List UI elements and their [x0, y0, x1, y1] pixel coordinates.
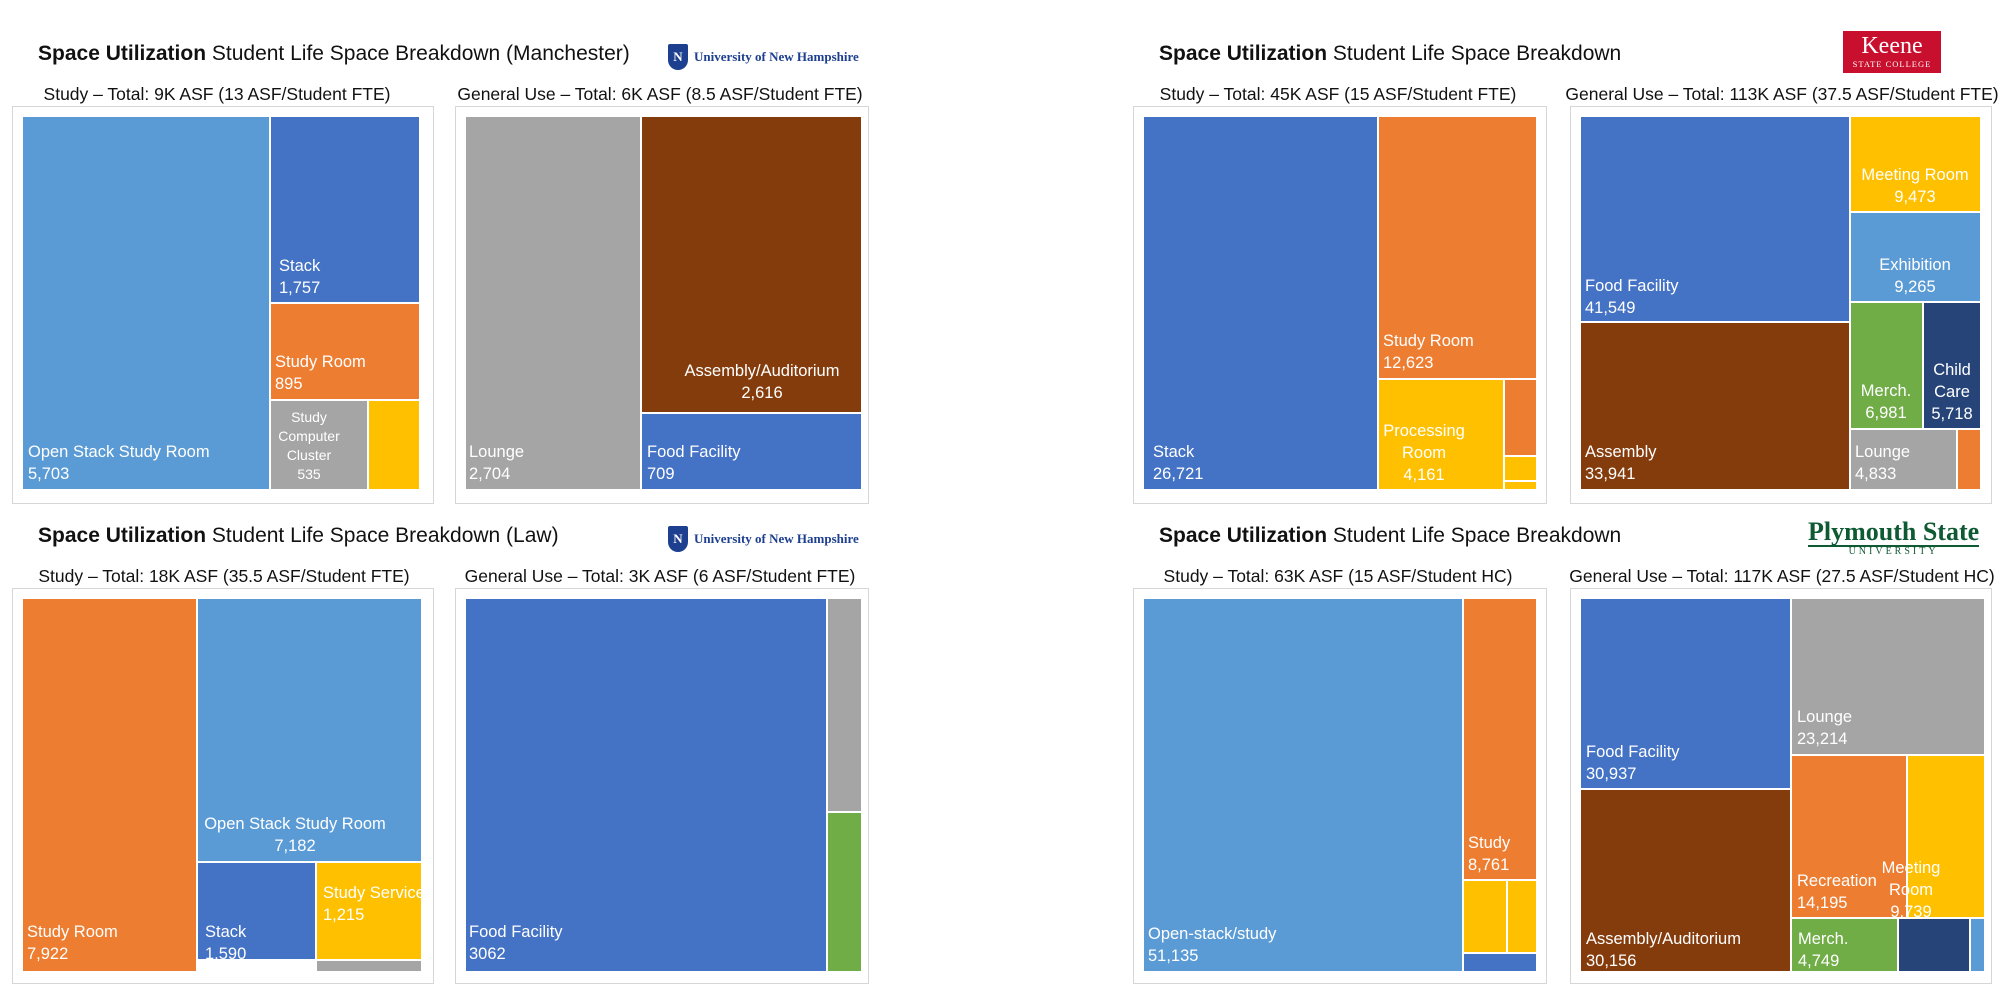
keene-logo: Keene STATE COLLEGE: [1843, 31, 1941, 73]
treemap-cell: [1463, 598, 1537, 880]
treemap-cell: [1378, 379, 1504, 490]
panel-title-rest: Student Life Space Breakdown (Law): [206, 524, 559, 547]
chart-subtitle: General Use – Total: 113K ASF (37.5 ASF/…: [1565, 84, 1999, 104]
treemap-cell: [1791, 755, 1907, 918]
treemap-cell: [1970, 918, 1985, 972]
unh-logo: N University of New Hampshire: [668, 44, 859, 70]
chart-subtitle: General Use – Total: 3K ASF (6 ASF/Stude…: [464, 566, 856, 586]
panel-title-rest: Student Life Space Breakdown: [1327, 524, 1622, 547]
treemap-cell: [1898, 918, 1970, 972]
unh-logo-text: University of New Hampshire: [694, 531, 859, 546]
panel-title-rest: Student Life Space Breakdown (Manchester…: [206, 42, 630, 65]
treemap-cell: [1850, 212, 1981, 302]
unh-shield-icon: N: [668, 44, 688, 70]
chart-subtitle: Study – Total: 18K ASF (35.5 ASF/Student…: [38, 566, 410, 586]
treemap-cell: [197, 598, 422, 862]
treemap-cell: [368, 400, 420, 490]
treemap-cell: [641, 413, 862, 490]
treemap-cell: [1504, 456, 1537, 481]
treemap-cell: [1791, 598, 1985, 755]
treemap-cell: [1580, 322, 1850, 490]
unh-logo-text: University of New Hampshire: [694, 49, 859, 64]
keene-logo-line1: Keene: [1861, 33, 1923, 59]
panel-title-rest: Student Life Space Breakdown: [1327, 42, 1622, 65]
panel-title-law: Space Utilization Student Life Space Bre…: [38, 524, 559, 548]
plymouth-logo-line1: Plymouth State: [1808, 517, 1980, 546]
plymouth-logo-line2: UNIVERSITY: [1808, 545, 1980, 557]
treemap-cell: [197, 862, 316, 960]
panel-title-bold: Space Utilization: [1159, 42, 1328, 65]
treemap-cell: [1850, 116, 1981, 212]
treemap-cell: [1957, 429, 1981, 490]
keene-logo-line2: STATE COLLEGE: [1852, 59, 1932, 69]
treemap-cell: [465, 116, 641, 490]
treemap-cell: [1143, 116, 1378, 490]
treemap-cell: [827, 598, 862, 812]
treemap-cell: [641, 116, 862, 413]
treemap-cell: [1580, 789, 1791, 972]
treemap-cell: [1580, 116, 1850, 322]
treemap-cell: [1907, 755, 1985, 918]
treemap-cell: [270, 116, 420, 303]
chart-subtitle: Study – Total: 63K ASF (15 ASF/Student H…: [1163, 566, 1513, 586]
chart-subtitle: General Use – Total: 6K ASF (8.5 ASF/Stu…: [457, 84, 863, 104]
treemap-cell: [1791, 918, 1898, 972]
panel-title-plymouth: Space Utilization Student Life Space Bre…: [1159, 524, 1621, 548]
chart-subtitle: General Use – Total: 117K ASF (27.5 ASF/…: [1569, 566, 1995, 586]
treemap-cell: [827, 812, 862, 972]
treemap-cell: [1850, 429, 1957, 490]
panel-title-bold: Space Utilization: [1159, 524, 1328, 547]
unh-logo: N University of New Hampshire: [668, 526, 859, 552]
treemap-cell: [316, 862, 422, 960]
chart-subtitle: Study – Total: 9K ASF (13 ASF/Student FT…: [43, 84, 391, 104]
treemap-cell: [1143, 598, 1463, 972]
treemap-cell: [1504, 379, 1537, 456]
treemap-cell: [316, 960, 422, 972]
treemap-cell: [1378, 116, 1537, 379]
treemap-cell: [465, 598, 827, 972]
panel-title-bold: Space Utilization: [38, 524, 207, 547]
treemap-cell: [1850, 302, 1923, 429]
treemap-cell: [1507, 880, 1537, 953]
treemap-cell: [22, 598, 197, 972]
panel-title-keene: Space Utilization Student Life Space Bre…: [1159, 42, 1621, 66]
panel-title-manchester: Space Utilization Student Life Space Bre…: [38, 42, 630, 66]
unh-shield-icon: N: [668, 526, 688, 552]
chart-subtitle: Study – Total: 45K ASF (15 ASF/Student F…: [1159, 84, 1517, 104]
treemap-cell: [1923, 302, 1981, 429]
treemap-cell: [1463, 953, 1537, 972]
panel-title-bold: Space Utilization: [38, 42, 207, 65]
treemap-cell: [270, 400, 368, 490]
treemap-cell: [22, 116, 270, 490]
treemap-cell: [270, 303, 420, 400]
treemap-cell: [1580, 598, 1791, 789]
treemap-cell: [1463, 880, 1507, 953]
plymouth-logo: Plymouth State UNIVERSITY: [1808, 517, 1980, 557]
treemap-cell: [1504, 481, 1537, 490]
